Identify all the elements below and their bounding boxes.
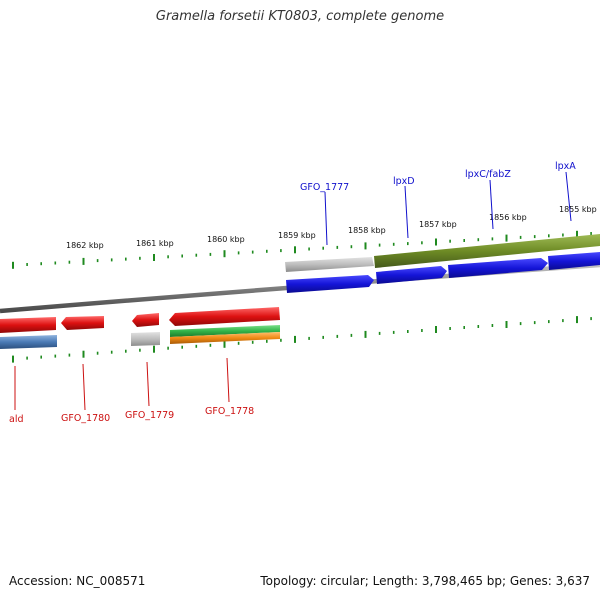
gene-ald[interactable] — [0, 317, 56, 333]
gene-lpxd[interactable] — [376, 266, 447, 284]
gene-gfo-1779-lower[interactable] — [131, 332, 160, 346]
reverse-gene-labels: ald GFO_1780 GFO_1779 GFO_1778 — [9, 357, 254, 425]
forward-strand-genes — [285, 234, 600, 293]
scale-label: 1862 kbp — [66, 241, 104, 250]
label-leader-line — [324, 191, 328, 246]
gene-gfo-1778-lower-orange[interactable] — [170, 332, 280, 344]
gene-label-lpxc-fabz[interactable]: lpxC/fabZ — [465, 169, 511, 180]
scale-label: 1858 kbp — [348, 226, 386, 235]
scale-labels: 1862 kbp 1861 kbp 1860 kbp 1859 kbp 1858… — [66, 205, 597, 250]
gene-label-ald[interactable]: ald — [9, 414, 24, 425]
label-leader-line — [146, 361, 150, 407]
gene-gfo-1777-upper[interactable] — [285, 257, 374, 272]
gene-gfo-1778-lower-green[interactable] — [170, 325, 280, 337]
gene-lpxd-upper[interactable] — [374, 234, 600, 268]
gene-gfo-1779[interactable] — [132, 313, 159, 327]
gene-gfo-1780[interactable] — [61, 316, 104, 330]
gene-lpxa[interactable] — [548, 252, 600, 270]
reverse-strand-genes — [0, 307, 280, 349]
forward-gene-labels: GFO_1777 lpxD lpxC/fabZ lpxA — [300, 161, 576, 246]
label-leader-line — [489, 179, 494, 230]
gene-label-gfo-1779[interactable]: GFO_1779 — [125, 410, 174, 421]
genome-stats-text: Topology: circular; Length: 3,798,465 bp… — [260, 574, 590, 588]
lower-scale-ticks — [12, 316, 592, 363]
scale-label: 1855 kbp — [559, 205, 597, 214]
gene-label-lpxd[interactable]: lpxD — [393, 176, 415, 187]
scale-label: 1856 kbp — [489, 213, 527, 222]
gene-lpxc-fabz[interactable] — [448, 258, 548, 278]
gene-label-lpxa[interactable]: lpxA — [555, 161, 576, 172]
scale-label: 1857 kbp — [419, 220, 457, 229]
gene-label-gfo-1777[interactable]: GFO_1777 — [300, 182, 349, 193]
label-leader-line — [82, 363, 86, 411]
upper-scale-ticks — [12, 230, 592, 269]
map-title: Gramella forsetii KT0803, complete genom… — [155, 9, 445, 24]
scale-label: 1859 kbp — [278, 231, 316, 240]
gene-label-gfo-1780[interactable]: GFO_1780 — [61, 413, 110, 424]
gene-ald-lower[interactable] — [0, 335, 57, 349]
label-leader-line — [226, 357, 230, 403]
scale-label: 1860 kbp — [207, 235, 245, 244]
gene-label-gfo-1778[interactable]: GFO_1778 — [205, 406, 254, 417]
gene-gfo-1778[interactable] — [169, 307, 280, 326]
accession-text: Accession: NC_008571 — [9, 574, 146, 588]
label-leader-line — [404, 185, 409, 239]
gene-gfo-1777[interactable] — [286, 275, 374, 293]
scale-label: 1861 kbp — [136, 239, 174, 248]
label-leader-line — [565, 171, 572, 222]
